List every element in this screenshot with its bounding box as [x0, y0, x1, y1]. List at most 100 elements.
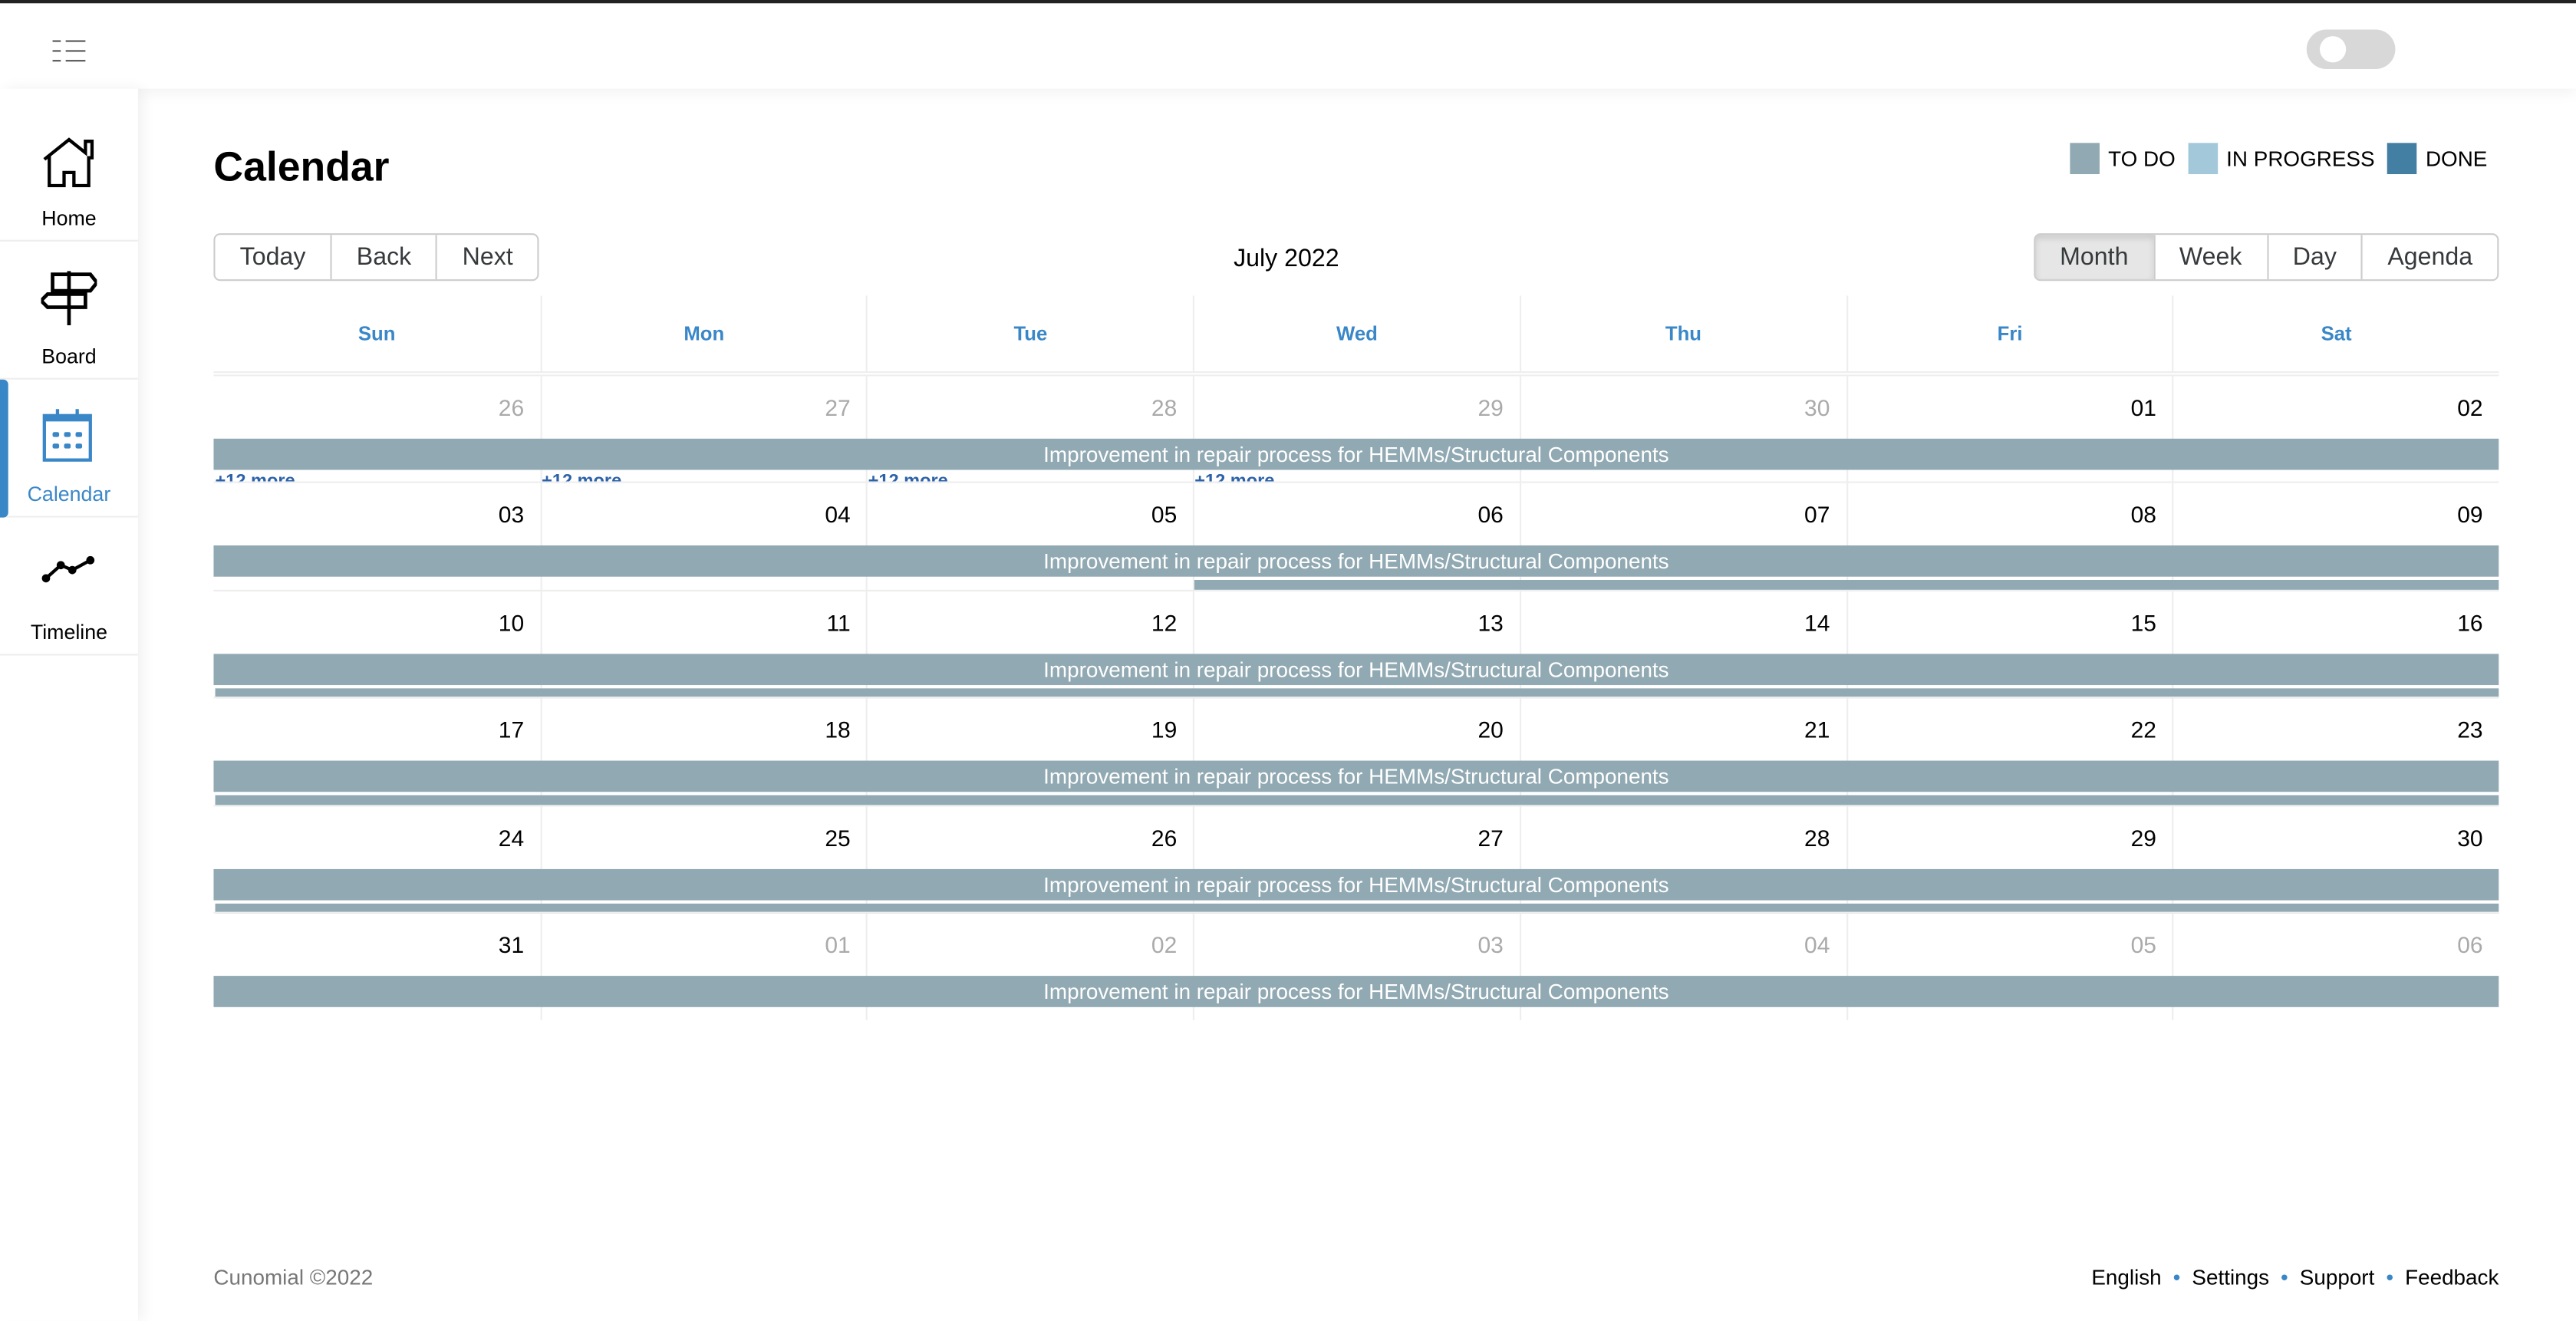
day-cell[interactable]	[1519, 483, 1846, 591]
day-cell[interactable]	[539, 805, 867, 913]
date-number[interactable]: 07	[1804, 502, 1830, 529]
view-month-button[interactable]: Month	[2035, 235, 2153, 280]
day-cell[interactable]	[1519, 698, 1846, 805]
day-cell[interactable]	[866, 805, 1194, 913]
day-cell[interactable]	[1193, 698, 1520, 805]
event-bar-secondary[interactable]	[1194, 580, 2499, 591]
day-cell[interactable]	[2172, 913, 2499, 1020]
date-number[interactable]: 25	[825, 824, 851, 851]
date-number[interactable]: 26	[1151, 824, 1178, 851]
date-number[interactable]: 10	[498, 609, 525, 636]
sidebar-item-calendar[interactable]: Calendar	[0, 379, 138, 518]
day-cell[interactable]	[866, 913, 1194, 1020]
event-bar[interactable]: Improvement in repair process for HEMMs/…	[213, 545, 2499, 578]
event-bar[interactable]: Improvement in repair process for HEMMs/…	[213, 760, 2499, 792]
date-number[interactable]: 23	[2457, 717, 2483, 743]
date-number[interactable]: 03	[498, 502, 525, 529]
back-button[interactable]: Back	[330, 235, 436, 280]
day-cell[interactable]	[1193, 376, 1520, 483]
footer-link-feedback[interactable]: Feedback	[2405, 1265, 2499, 1290]
footer-link-settings[interactable]: Settings	[2192, 1265, 2270, 1290]
date-number[interactable]: 08	[2130, 502, 2156, 529]
day-cell[interactable]	[1193, 913, 1520, 1020]
date-number[interactable]: 03	[1477, 931, 1504, 958]
view-day-button[interactable]: Day	[2266, 235, 2362, 280]
date-number[interactable]: 14	[1804, 609, 1830, 636]
day-cell[interactable]	[1846, 591, 2172, 698]
day-cell[interactable]	[866, 591, 1194, 698]
date-number[interactable]: 06	[1477, 502, 1504, 529]
date-number[interactable]: 30	[2457, 824, 2483, 851]
date-number[interactable]: 06	[2457, 931, 2483, 958]
event-bar[interactable]: Improvement in repair process for HEMMs/…	[213, 976, 2499, 1007]
day-cell[interactable]	[1846, 805, 2172, 913]
date-number[interactable]: 22	[2130, 717, 2156, 743]
next-button[interactable]: Next	[436, 235, 538, 280]
date-number[interactable]: 27	[825, 394, 851, 421]
footer-link-english[interactable]: English	[2091, 1265, 2162, 1290]
date-number[interactable]: 01	[2130, 394, 2156, 421]
event-bar-secondary[interactable]	[215, 903, 2499, 913]
day-cell[interactable]	[1519, 805, 1846, 913]
date-number[interactable]: 29	[1477, 394, 1504, 421]
day-cell[interactable]	[2172, 591, 2499, 698]
day-cell[interactable]	[539, 483, 867, 591]
date-number[interactable]: 04	[825, 502, 851, 529]
date-number[interactable]: 18	[825, 717, 851, 743]
day-cell[interactable]	[539, 376, 867, 483]
date-number[interactable]: 31	[498, 931, 525, 958]
day-cell[interactable]	[1846, 376, 2172, 483]
date-number[interactable]: 11	[826, 609, 851, 636]
date-number[interactable]: 01	[825, 931, 851, 958]
day-cell[interactable]	[1193, 805, 1520, 913]
day-cell[interactable]	[866, 483, 1194, 591]
date-number[interactable]: 16	[2457, 609, 2483, 636]
view-agenda-button[interactable]: Agenda	[2361, 235, 2498, 280]
day-cell[interactable]	[866, 376, 1194, 483]
date-number[interactable]: 15	[2130, 609, 2156, 636]
date-number[interactable]: 09	[2457, 502, 2483, 529]
day-cell[interactable]	[2172, 805, 2499, 913]
day-cell[interactable]	[1846, 698, 2172, 805]
day-cell[interactable]	[866, 698, 1194, 805]
event-bar[interactable]: Improvement in repair process for HEMMs/…	[213, 653, 2499, 685]
date-number[interactable]: 02	[2457, 394, 2483, 421]
date-number[interactable]: 13	[1477, 609, 1504, 636]
date-number[interactable]: 20	[1477, 717, 1504, 743]
date-number[interactable]: 28	[1151, 394, 1178, 421]
event-bar[interactable]: Improvement in repair process for HEMMs/…	[213, 438, 2499, 470]
day-cell[interactable]	[539, 591, 867, 698]
date-number[interactable]: 02	[1151, 931, 1178, 958]
date-number[interactable]: 04	[1804, 931, 1830, 958]
theme-toggle[interactable]	[2306, 29, 2396, 69]
day-cell[interactable]	[1846, 483, 2172, 591]
day-cell[interactable]	[1846, 913, 2172, 1020]
date-number[interactable]: 05	[1151, 502, 1178, 529]
event-bar-secondary[interactable]	[215, 795, 2499, 805]
sidebar-item-timeline[interactable]: Timeline	[0, 518, 138, 656]
day-cell[interactable]	[2172, 483, 2499, 591]
day-cell[interactable]	[2172, 698, 2499, 805]
date-number[interactable]: 27	[1477, 824, 1504, 851]
show-more-link[interactable]: +12 more	[215, 471, 295, 483]
footer-link-support[interactable]: Support	[2299, 1265, 2375, 1290]
date-number[interactable]: 19	[1151, 717, 1178, 743]
show-more-link[interactable]: +12 more	[1194, 471, 1275, 483]
date-number[interactable]: 26	[498, 394, 525, 421]
date-number[interactable]: 12	[1151, 609, 1178, 636]
event-bar[interactable]: Improvement in repair process for HEMMs/…	[213, 868, 2499, 900]
date-number[interactable]: 24	[498, 824, 525, 851]
today-button[interactable]: Today	[215, 235, 331, 280]
show-more-link[interactable]: +12 more	[542, 471, 622, 483]
day-cell[interactable]	[1519, 913, 1846, 1020]
day-cell[interactable]	[1193, 591, 1520, 698]
date-number[interactable]: 28	[1804, 824, 1830, 851]
show-more-link[interactable]: +12 more	[868, 471, 948, 483]
day-cell[interactable]	[1519, 376, 1846, 483]
sidebar-item-board[interactable]: Board	[0, 242, 138, 380]
date-number[interactable]: 29	[2130, 824, 2156, 851]
list-menu-icon[interactable]	[52, 39, 89, 62]
date-number[interactable]: 05	[2130, 931, 2156, 958]
day-cell[interactable]	[1519, 591, 1846, 698]
day-cell[interactable]	[1193, 483, 1520, 591]
